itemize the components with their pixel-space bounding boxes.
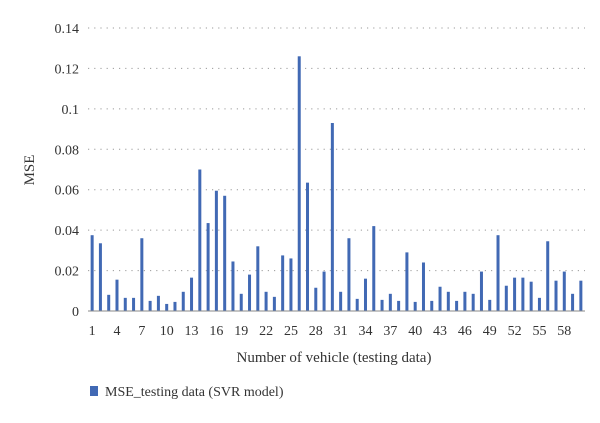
bar [322,271,326,311]
bar [347,238,351,311]
x-tick-label: 31 [334,324,348,339]
bar [314,287,318,311]
x-axis-ticks: 1 4 7 10 13 16 19 22 25 28 31 34 37 40 43 46 49 52 55 58 [89,324,572,339]
y-tick-label: 0.12 [55,62,80,77]
x-tick-label: 58 [557,324,571,339]
x-tick-label: 1 [89,324,96,339]
bar [264,291,268,311]
x-tick-label: 4 [113,324,120,339]
x-tick-label: 22 [259,324,273,339]
bar [107,294,111,311]
y-tick-label: 0.04 [55,224,80,239]
legend: MSE_testing data (SVR model) [90,385,284,400]
legend-label: MSE_testing data (SVR model) [105,385,284,400]
x-tick-label: 40 [408,324,422,339]
bar [214,190,218,311]
bar [571,293,575,311]
bar [529,281,533,311]
bar [272,296,276,311]
bar [306,182,310,311]
bar [330,123,334,311]
gridlines [88,27,585,272]
legend-swatch [90,386,98,396]
bar [231,261,235,311]
bar [513,277,517,311]
bar [363,278,367,311]
bar [256,246,260,311]
bar [206,223,210,311]
bar [165,303,169,311]
bar [446,291,450,311]
y-tick-label: 0.06 [55,184,80,199]
x-tick-label: 13 [185,324,199,339]
bar [579,280,583,311]
x-tick-label: 37 [383,324,397,339]
bar [562,271,566,311]
bar [173,301,177,311]
y-axis-ticks: 0 0.02 0.04 0.06 0.08 0.1 0.12 0.14 [55,22,80,320]
x-tick-label: 55 [532,324,546,339]
bar [198,169,202,311]
bar [430,300,434,311]
bar-series [90,56,583,311]
bar [223,195,227,311]
bar [248,274,252,311]
x-tick-label: 46 [458,324,472,339]
bar [438,286,442,311]
x-tick-label: 7 [138,324,145,339]
bar [181,291,185,311]
x-tick-label: 10 [160,324,174,339]
x-tick-label: 16 [209,324,223,339]
y-tick-label: 0.08 [55,143,80,158]
bar [380,299,384,311]
y-tick-label: 0.14 [55,22,80,37]
bar [98,243,102,311]
x-tick-label: 49 [483,324,497,339]
x-tick-label: 52 [508,324,522,339]
x-tick-label: 43 [433,324,447,339]
y-axis-title: MSE [22,155,38,186]
bar [488,299,492,311]
bar [496,235,500,311]
bar [463,291,467,311]
y-tick-label: 0.02 [55,265,80,280]
bar [289,258,293,311]
bar [405,252,409,311]
bar [148,300,152,311]
bar [339,291,343,311]
bar [455,300,459,311]
bar [546,241,550,311]
x-tick-label: 34 [358,324,372,339]
x-tick-label: 25 [284,324,298,339]
bar [90,235,94,311]
bar [479,271,483,311]
bar [504,285,508,311]
bar [123,297,127,311]
bar [239,293,243,311]
x-tick-label: 28 [309,324,323,339]
y-tick-label: 0.1 [62,103,80,118]
bar [132,297,136,311]
bar [156,295,160,311]
bar [521,277,525,311]
bar [397,300,401,311]
bar [471,293,475,311]
bar [537,297,541,311]
bar [115,279,119,311]
x-tick-label: 19 [234,324,248,339]
bar [372,226,376,311]
bar [413,301,417,311]
bar [297,56,301,311]
y-tick-label: 0 [72,305,79,320]
bar [190,277,194,311]
bar [554,280,558,311]
bar [281,255,285,311]
bar [421,262,425,311]
bar [388,293,392,311]
bar [355,298,359,311]
bar [140,238,144,311]
x-axis-title: Number of vehicle (testing data) [237,350,432,366]
